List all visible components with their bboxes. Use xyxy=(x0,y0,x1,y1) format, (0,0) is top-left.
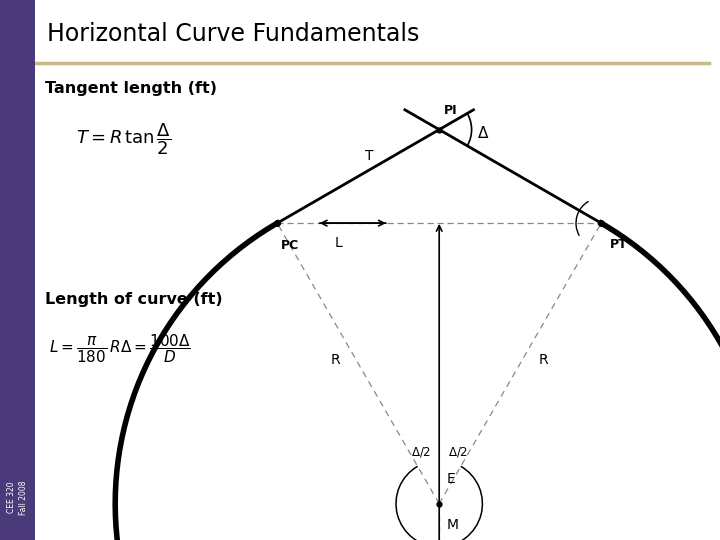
Bar xyxy=(0,0,35,540)
Text: $T = R\,\tan\dfrac{\Delta}{2}$: $T = R\,\tan\dfrac{\Delta}{2}$ xyxy=(76,121,171,157)
Text: Length of curve (ft): Length of curve (ft) xyxy=(45,292,222,307)
Text: E: E xyxy=(446,471,455,485)
Text: $\Delta$: $\Delta$ xyxy=(477,125,489,141)
Text: $\Delta$/2: $\Delta$/2 xyxy=(448,445,468,459)
Text: PI: PI xyxy=(444,104,457,117)
Text: R: R xyxy=(330,353,340,367)
Text: $\Delta$/2: $\Delta$/2 xyxy=(410,445,431,459)
Text: L: L xyxy=(335,236,342,250)
Text: $L = \dfrac{\pi}{180}\,R\Delta = \dfrac{100\Delta}{D}$: $L = \dfrac{\pi}{180}\,R\Delta = \dfrac{… xyxy=(49,333,191,366)
Text: R: R xyxy=(538,353,548,367)
Text: Tangent length (ft): Tangent length (ft) xyxy=(45,80,217,96)
Text: PC: PC xyxy=(281,239,299,252)
Text: Horizontal Curve Fundamentals: Horizontal Curve Fundamentals xyxy=(47,22,419,45)
Text: CEE 320
Fall 2008: CEE 320 Fall 2008 xyxy=(7,480,27,515)
Text: T: T xyxy=(365,150,373,164)
Text: PT: PT xyxy=(610,238,628,251)
Text: M: M xyxy=(446,518,459,532)
